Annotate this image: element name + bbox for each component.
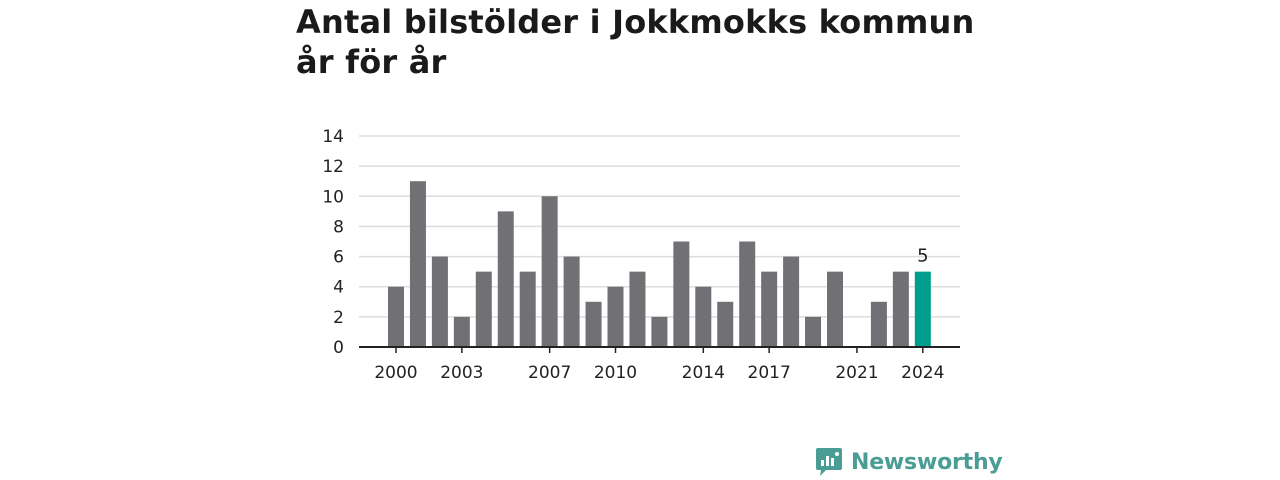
x-tick-label: 2007 [528, 363, 571, 383]
x-tick-label: 2000 [374, 363, 417, 383]
bar-2019 [805, 316, 822, 347]
bars [359, 181, 960, 348]
bar-2006 [519, 271, 536, 347]
bar-2002 [431, 256, 448, 347]
bar-2011 [629, 271, 646, 347]
bar-2003 [453, 316, 470, 347]
x-tick-label: 2021 [835, 363, 878, 383]
newsworthy-logo: Newsworthy [815, 445, 1003, 479]
y-tick-label: 8 [333, 217, 344, 237]
data-label: 5 [917, 246, 928, 267]
y-axis-ticks: 0 2 4 6 8 10 12 14 [322, 127, 344, 358]
chart-title: Antal bilstölder i Jokkmokks kommun år f… [296, 3, 975, 81]
bar-2015 [717, 301, 734, 347]
bar-2018 [783, 256, 800, 347]
bar-2023 [892, 271, 909, 347]
bar-2004 [475, 271, 492, 347]
bar-2005 [497, 211, 514, 347]
bar-2020 [827, 271, 843, 347]
bar-2017 [761, 271, 778, 347]
bar-2001 [409, 181, 426, 347]
bar-2024 [914, 271, 931, 347]
bar-2009 [585, 301, 602, 347]
bar-2010 [607, 286, 624, 347]
bar-2007 [541, 196, 558, 347]
bar-2008 [563, 256, 580, 347]
y-tick-label: 0 [333, 338, 344, 358]
y-tick-label: 12 [322, 157, 344, 177]
y-tick-label: 10 [322, 187, 344, 207]
bar-2014 [695, 286, 712, 347]
gridlines [359, 135, 960, 318]
y-tick-label: 2 [333, 308, 344, 328]
x-axis-ticks: 2000 2003 2007 2010 2014 2017 2021 2024 [374, 347, 944, 383]
brand-name: Newsworthy [851, 449, 1003, 475]
x-tick-label: 2014 [682, 363, 725, 383]
x-tick-label: 2017 [748, 363, 791, 383]
bar-2012 [651, 316, 668, 347]
bar-2000 [388, 286, 404, 347]
bar-2022 [870, 301, 887, 347]
y-tick-label: 14 [322, 127, 344, 147]
chart-bubble-icon [816, 448, 842, 476]
y-tick-label: 4 [333, 278, 344, 298]
bar-2016 [739, 241, 756, 347]
x-tick-label: 2024 [901, 363, 944, 383]
y-tick-label: 6 [333, 248, 344, 268]
x-tick-label: 2010 [594, 363, 637, 383]
x-tick-label: 2003 [440, 363, 483, 383]
data-labels: 5 [917, 246, 928, 267]
bar-2013 [673, 241, 690, 347]
